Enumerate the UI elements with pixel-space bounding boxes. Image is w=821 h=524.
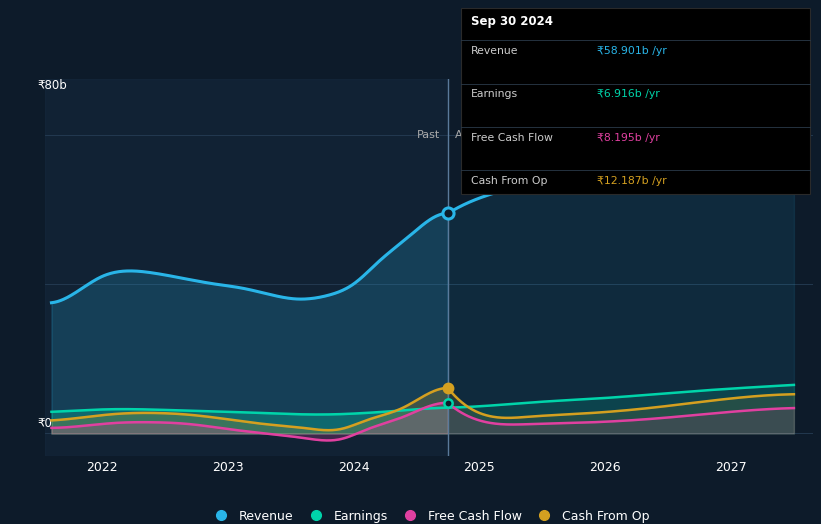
Text: Analysts Forecasts: Analysts Forecasts [456, 129, 559, 139]
Text: Revenue: Revenue [471, 46, 519, 56]
Bar [45, 79, 447, 456]
Text: ₹8.195b /yr: ₹8.195b /yr [597, 133, 659, 143]
Text: ₹58.901b /yr: ₹58.901b /yr [597, 46, 667, 56]
Text: ₹12.187b /yr: ₹12.187b /yr [597, 176, 667, 187]
Text: Sep 30 2024: Sep 30 2024 [471, 15, 553, 28]
Text: ₹0: ₹0 [38, 417, 53, 430]
Text: ₹6.916b /yr: ₹6.916b /yr [597, 89, 659, 100]
Text: Past: Past [417, 129, 440, 139]
Legend: Revenue, Earnings, Free Cash Flow, Cash From Op: Revenue, Earnings, Free Cash Flow, Cash … [203, 504, 655, 524]
Text: Free Cash Flow: Free Cash Flow [471, 133, 553, 143]
Text: Earnings: Earnings [471, 89, 518, 100]
Text: Cash From Op: Cash From Op [471, 176, 548, 187]
Text: ₹80b: ₹80b [38, 79, 67, 92]
